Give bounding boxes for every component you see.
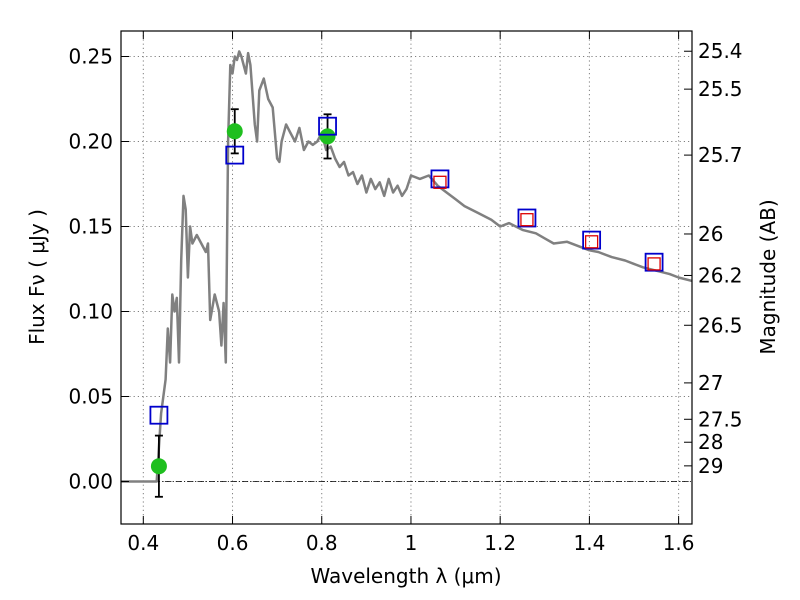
mag-tick-label: 27: [698, 371, 723, 395]
x-tick-label: 1: [405, 531, 418, 555]
y-tick-label: 0.15: [68, 215, 113, 239]
mag-tick-label: 26.2: [698, 263, 743, 287]
mag-tick-label: 28: [698, 430, 723, 454]
y-tick-label: 0.05: [68, 385, 113, 409]
mag-tick-label: 26: [698, 222, 723, 246]
model-photometry-square: [225, 145, 245, 165]
mag-tick-label: 27.5: [698, 407, 743, 431]
model-photometry-square: [582, 230, 602, 250]
x-axis-label: Wavelength λ (μm): [310, 564, 501, 588]
mag-tick-label: 25.4: [698, 39, 743, 63]
series-layer: [121, 50, 693, 498]
sed-model-line: [121, 50, 693, 483]
tick-layer: 0.4 0.6 0.8 1 1.2 1.4 1.6 0.00 0.05 0.10 0.15 0.20 0…: [68, 31, 743, 555]
model-photometry-square: [149, 405, 169, 425]
y-axis-right-label: Magnitude (AB): [756, 199, 780, 354]
x-tick-label: 0.6: [217, 531, 249, 555]
x-tick-label: 1.2: [484, 531, 516, 555]
mag-tick-label: 25.7: [698, 143, 743, 167]
y-axis-label: Flux Fν ( μJy ): [25, 209, 49, 345]
y-tick-label: 0.20: [68, 130, 113, 154]
y-tick-label: 0.10: [68, 300, 113, 324]
x-tick-label: 0.4: [127, 531, 159, 555]
predicted-photometry-square: [520, 213, 534, 227]
mag-tick-label: 25.5: [698, 77, 743, 101]
predicted-photometry-square: [647, 257, 661, 271]
mag-tick-label: 29: [698, 454, 723, 478]
plot-frame: [120, 30, 693, 525]
y-tick-label: 0.00: [68, 470, 113, 494]
x-tick-label: 0.8: [306, 531, 338, 555]
model-photometry-square: [318, 116, 337, 136]
model-photometry-square: [644, 252, 664, 272]
mag-tick-label: 26.5: [698, 313, 743, 337]
grid-layer: [121, 31, 692, 524]
predicted-photometry-square: [584, 235, 599, 249]
observed-point: [150, 458, 167, 475]
observed-point: [319, 128, 336, 145]
x-tick-label: 1.6: [663, 531, 695, 555]
model-photometry-square: [430, 169, 450, 189]
model-photometry-square: [517, 208, 537, 228]
y-tick-label: 0.25: [68, 45, 113, 69]
observed-point: [226, 123, 243, 140]
predicted-photometry-square: [433, 175, 447, 189]
x-tick-label: 1.4: [573, 531, 605, 555]
